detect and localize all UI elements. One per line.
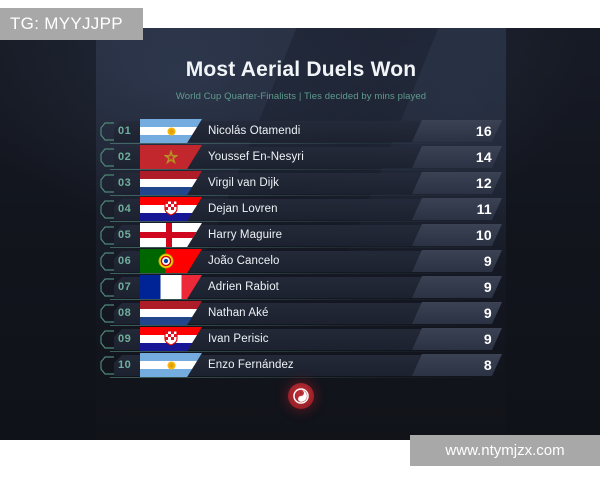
flag-argentina — [140, 119, 202, 143]
rank-number: 01 — [118, 125, 132, 137]
flag-portugal — [140, 249, 202, 273]
row-bar — [114, 225, 469, 246]
value-badge — [412, 146, 502, 168]
row-separator — [110, 143, 500, 144]
chevron-accent-icon — [100, 252, 116, 271]
watermark-label: www.ntymjzx.com — [445, 442, 565, 459]
row-bar — [114, 355, 469, 376]
card-header: Most Aerial Duels Won World Cup Quarter-… — [96, 28, 506, 102]
duels-won-value: 8 — [483, 357, 492, 373]
duels-won-value: 10 — [475, 227, 492, 243]
row-separator — [110, 195, 500, 196]
row-separator — [110, 377, 500, 378]
rank-number: 10 — [118, 359, 132, 371]
table-row[interactable]: 04 Dejan Lovren 11 — [96, 196, 506, 222]
player-name: Harry Maguire — [208, 229, 283, 241]
row-bar — [114, 251, 469, 272]
player-name: João Cancelo — [208, 255, 280, 267]
rank-number: 07 — [118, 281, 132, 293]
row-bar — [114, 121, 469, 142]
rank-number: 02 — [118, 151, 132, 163]
chevron-accent-icon — [100, 356, 116, 375]
rank-number: 06 — [118, 255, 132, 267]
row-separator — [110, 351, 500, 352]
duels-won-value: 11 — [476, 201, 492, 217]
player-name: Enzo Fernández — [208, 359, 294, 371]
player-name: Youssef En-Nesyri — [208, 151, 304, 163]
row-separator — [110, 273, 500, 274]
table-row[interactable]: 05 Harry Maguire 10 — [96, 222, 506, 248]
value-badge — [412, 354, 502, 376]
row-separator — [110, 221, 500, 222]
value-badge — [412, 120, 502, 142]
row-bar — [114, 303, 469, 324]
emblem-icon — [293, 388, 309, 404]
rank-number: 08 — [118, 307, 132, 319]
duels-won-value: 9 — [483, 331, 492, 347]
player-name: Virgil van Dijk — [208, 177, 279, 189]
table-row[interactable]: 02 Youssef En-Nesyri 14 — [96, 144, 506, 170]
value-badge — [412, 250, 502, 272]
value-badge — [412, 276, 502, 298]
chevron-accent-icon — [100, 330, 116, 349]
duels-won-value: 12 — [475, 175, 492, 191]
player-name: Nathan Aké — [208, 307, 269, 319]
rank-number: 03 — [118, 177, 132, 189]
value-badge — [412, 302, 502, 324]
duels-won-value: 14 — [475, 149, 492, 165]
telegram-overlay-badge: TG: MYYJJPP — [0, 8, 143, 40]
row-bar — [114, 147, 469, 168]
value-badge — [412, 224, 502, 246]
row-separator — [110, 247, 500, 248]
chevron-accent-icon — [100, 122, 116, 141]
value-badge — [412, 328, 502, 350]
table-row[interactable]: 08 Nathan Aké 9 — [96, 300, 506, 326]
row-separator — [110, 325, 500, 326]
page-title: Most Aerial Duels Won — [185, 58, 417, 81]
chevron-accent-icon — [100, 226, 116, 245]
duels-won-value: 16 — [475, 123, 492, 139]
row-separator — [110, 169, 500, 170]
value-badge — [412, 172, 502, 194]
chevron-accent-icon — [100, 304, 116, 323]
page-subtitle: World Cup Quarter-Finalists | Ties decid… — [175, 91, 427, 102]
brand-logo — [288, 383, 314, 409]
duels-won-value: 9 — [483, 279, 492, 295]
chevron-accent-icon — [100, 174, 116, 193]
row-bar — [114, 173, 469, 194]
duels-won-value: 9 — [483, 253, 492, 269]
infographic-card: Most Aerial Duels Won World Cup Quarter-… — [96, 28, 506, 440]
row-bar — [114, 199, 469, 220]
ranking-list: 01 Nicolás Otamendi 16 02 Youssef En-Nesyri 1… — [96, 118, 506, 378]
player-name: Dejan Lovren — [208, 203, 278, 215]
chevron-accent-icon — [100, 200, 116, 219]
player-name: Adrien Rabiot — [208, 281, 279, 293]
row-separator — [110, 299, 500, 300]
table-row[interactable]: 09 Ivan Perisic 9 — [96, 326, 506, 352]
chevron-accent-icon — [100, 278, 116, 297]
telegram-overlay-label: TG: MYYJJPP — [10, 14, 123, 33]
player-name: Nicolás Otamendi — [208, 125, 301, 137]
table-row[interactable]: 01 Nicolás Otamendi 16 — [96, 118, 506, 144]
player-name: Ivan Perisic — [208, 333, 269, 345]
table-row[interactable]: 06 João Cancelo 9 — [96, 248, 506, 274]
table-row[interactable]: 03 Virgil van Dijk 12 — [96, 170, 506, 196]
rank-number: 05 — [118, 229, 132, 241]
value-badge — [412, 198, 502, 220]
rank-number: 09 — [118, 333, 132, 345]
chevron-accent-icon — [100, 148, 116, 167]
rank-number: 04 — [118, 203, 132, 215]
duels-won-value: 9 — [483, 305, 492, 321]
row-bar — [114, 329, 469, 350]
row-bar — [114, 277, 469, 298]
table-row[interactable]: 10 Enzo Fernández 8 — [96, 352, 506, 378]
table-row[interactable]: 07 Adrien Rabiot 9 — [96, 274, 506, 300]
watermark-badge: www.ntymjzx.com — [410, 435, 600, 466]
